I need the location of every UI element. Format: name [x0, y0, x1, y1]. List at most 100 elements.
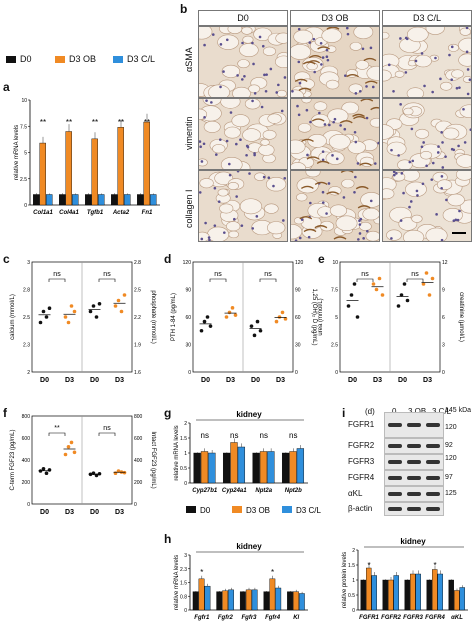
- panel-label-f: f: [3, 406, 7, 420]
- f-point-3-3: [122, 470, 127, 475]
- legend-swatch-d3ob: [55, 55, 65, 63]
- blot-header-1: 0: [392, 407, 396, 416]
- g-ylabel: relative mRNA levels: [174, 425, 180, 480]
- c-point-2-2: [94, 315, 99, 319]
- f-ylabel-left: C-term FGF23 (pg/mL): [10, 429, 16, 490]
- legend-d3cl: D3 C/L: [113, 54, 155, 64]
- micrograph-sma-2: [382, 26, 472, 98]
- blot-mw-1: 120: [445, 424, 457, 431]
- e-point-2-0: [396, 304, 401, 308]
- d-point-3-1: [277, 315, 282, 319]
- i_bar-ylabel: relative protein levels: [342, 552, 348, 608]
- c-point-0-3: [47, 306, 52, 311]
- d-point-3-0: [274, 319, 279, 324]
- f-xtick-3: D3: [115, 509, 124, 516]
- e-point-2-3: [405, 298, 410, 303]
- h-xtick-3: Fgfr4: [265, 615, 281, 621]
- g-sig-0: ns: [201, 431, 209, 440]
- f-anno-1: ns: [103, 425, 111, 432]
- e-ylabel-right: creatinine (µmol/L): [458, 292, 464, 342]
- f-bracket-1: [98, 432, 116, 436]
- i_bar-xtick-1: FGFR2: [381, 615, 401, 621]
- a-ytick-label-0: 0: [24, 203, 27, 209]
- g-bar-Cyp24a1-0: [222, 452, 231, 484]
- blot-band-4-0: [388, 492, 402, 496]
- i_bar-bar-FGFR2-1: [388, 579, 394, 611]
- panel-label-e: e: [318, 252, 325, 266]
- f-point-0-3: [47, 468, 52, 472]
- blot-band-3-0: [388, 476, 402, 480]
- g-bar-Npt2a-2: [267, 451, 275, 484]
- c-ytick-right-2: 2.2: [134, 315, 141, 321]
- micrograph-collageni-2: [382, 170, 472, 242]
- f-ytick-left-0: 0: [27, 502, 30, 508]
- blot-mw-2: 92: [445, 442, 453, 449]
- a-sig-1: **: [66, 118, 72, 127]
- d-xtick-2: D0: [251, 377, 260, 384]
- e-ytick-left-4: 10: [332, 260, 338, 266]
- i_bar-bar-FGFR4-2: [437, 573, 443, 611]
- c-anno-0: ns: [53, 271, 61, 278]
- c-point-0-0: [38, 320, 43, 325]
- micrograph-collageni-1: [290, 170, 380, 242]
- e-point-3-0: [421, 282, 426, 286]
- h-bar-Kl-1: [293, 591, 299, 611]
- g-xtick-2: Npt2a: [255, 488, 272, 494]
- blot-band-4-1: [407, 492, 421, 496]
- c-ytick-right-0: 1.6: [134, 370, 141, 376]
- blot-band-5-1: [407, 507, 421, 511]
- blot-band-0-0: [388, 423, 402, 427]
- d-point-1-3: [233, 313, 238, 317]
- g-ytick-label-3: 1.5: [180, 436, 187, 442]
- e-point-1-3: [380, 293, 385, 297]
- f-ytick-left-2: 400: [22, 458, 31, 464]
- legend-d3ob: D3 OB: [55, 54, 96, 64]
- h-ytick-label-4: 3: [184, 553, 187, 559]
- panel-label-c: c: [3, 252, 10, 266]
- legend-swatch-d3cl: [113, 55, 123, 63]
- blot-band-1-2: [426, 444, 440, 448]
- c-ytick-left-1: 2.3: [23, 343, 30, 349]
- micrograph-sma-0: [198, 26, 288, 98]
- e-xtick-3: D3: [423, 377, 432, 384]
- d-point-2-1: [252, 333, 257, 338]
- d-anno-0: ns: [214, 271, 222, 278]
- f-ylabel-right: Intact FGF23 (pg/mL): [150, 431, 156, 488]
- i_bar-bar-FGFR2-0: [382, 579, 388, 611]
- legend-d0: D0: [6, 54, 32, 64]
- d-xtick-3: D3: [276, 377, 285, 384]
- c-ytick-right-4: 2.8: [134, 260, 141, 266]
- d-xtick-0: D0: [201, 377, 210, 384]
- h-bar-Kl-2: [298, 593, 305, 611]
- f-point-0-1: [41, 467, 46, 471]
- c-ytick-left-2: 2.5: [23, 315, 30, 321]
- blot-row-label-3: FGFR4: [348, 473, 375, 482]
- c-point-3-3: [122, 293, 127, 297]
- d-point-1-2: [230, 306, 235, 310]
- h-ytick-label-2: 1.5: [180, 581, 187, 587]
- h-sig-3: *: [271, 568, 274, 577]
- c-point-2-3: [97, 302, 102, 306]
- legend2-label-1: D3 OB: [246, 506, 270, 515]
- g-bar-Cyp27b1-1: [200, 451, 209, 484]
- i_bar-title: kidney: [400, 537, 426, 546]
- blot-band-2-0: [388, 460, 402, 464]
- f-point-2-3: [97, 471, 102, 476]
- a-ytick-label-2: 5: [24, 151, 27, 157]
- c-point-0-2: [44, 315, 49, 319]
- blot-mw-5: 125: [445, 490, 457, 497]
- legend2-label-2: D3 C/L: [296, 506, 321, 515]
- c-bracket-0: [48, 278, 66, 282]
- i_bar-ytick-label-3: 1.5: [348, 563, 355, 569]
- blot-lane-strip-1: [384, 438, 444, 454]
- f-point-1-1: [66, 445, 71, 449]
- f-ytick-left-1: 200: [22, 480, 31, 486]
- blot-header-3: 3 C/L: [432, 407, 452, 416]
- blot-lane-strip-4: [384, 486, 444, 502]
- panel-label-g: g: [164, 406, 172, 420]
- micro-col-header-d3ob: D3 OB: [290, 10, 380, 26]
- e-anno-1: ns: [411, 271, 419, 278]
- d-bracket-0: [209, 278, 227, 282]
- i_bar-xtick-0: FGFR1: [359, 615, 379, 621]
- f-xtick-1: D3: [65, 509, 74, 516]
